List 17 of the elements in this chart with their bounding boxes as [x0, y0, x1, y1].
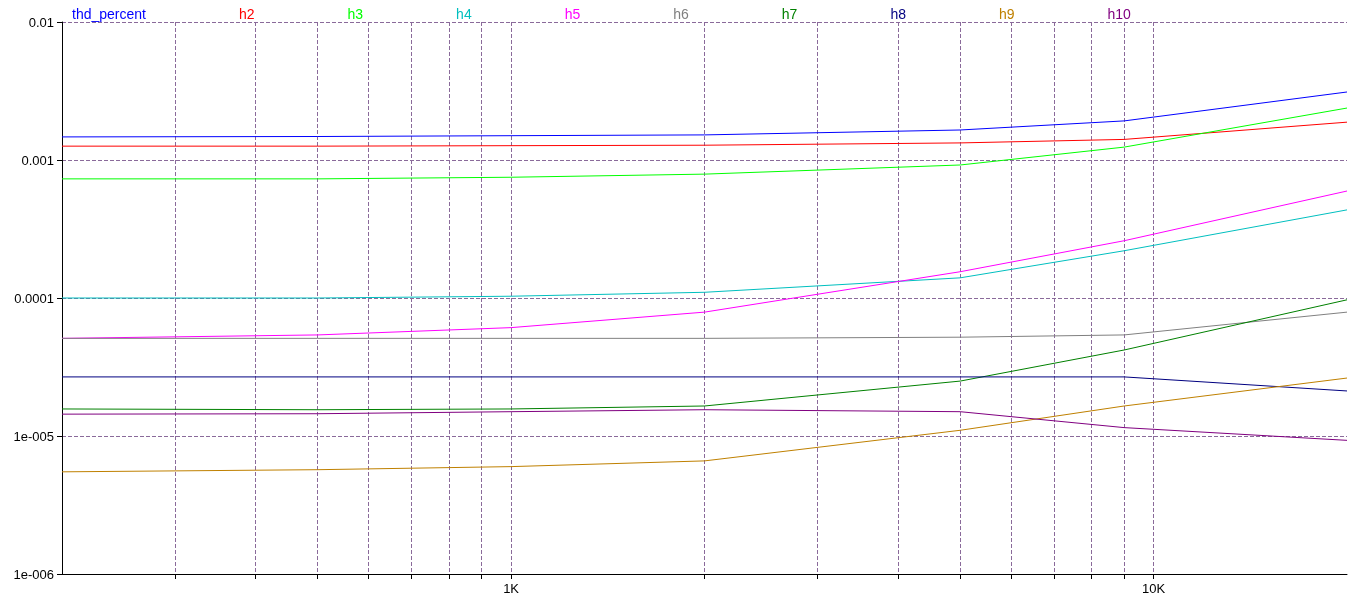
- y-tick-label: 1e-006: [13, 566, 54, 582]
- text: h5: [564, 6, 581, 22]
- y-tick-label: 1e-005: [13, 428, 54, 444]
- text: h8: [890, 6, 907, 22]
- x-tick-label: 1K: [503, 581, 520, 596]
- text: h7: [781, 6, 798, 22]
- text: h3: [347, 6, 364, 22]
- text: h6: [673, 6, 690, 22]
- text: h10: [1107, 6, 1132, 22]
- y-tick-label: 0.01: [28, 14, 54, 30]
- text: thd_percent: [72, 6, 147, 22]
- text: h2: [238, 6, 255, 22]
- y-tick-label: 0.0001: [14, 290, 54, 306]
- y-tick-label: 0.001: [21, 152, 54, 168]
- text: h4: [456, 6, 472, 22]
- text: h9: [998, 6, 1015, 22]
- x-tick-label: 10K: [1142, 581, 1166, 596]
